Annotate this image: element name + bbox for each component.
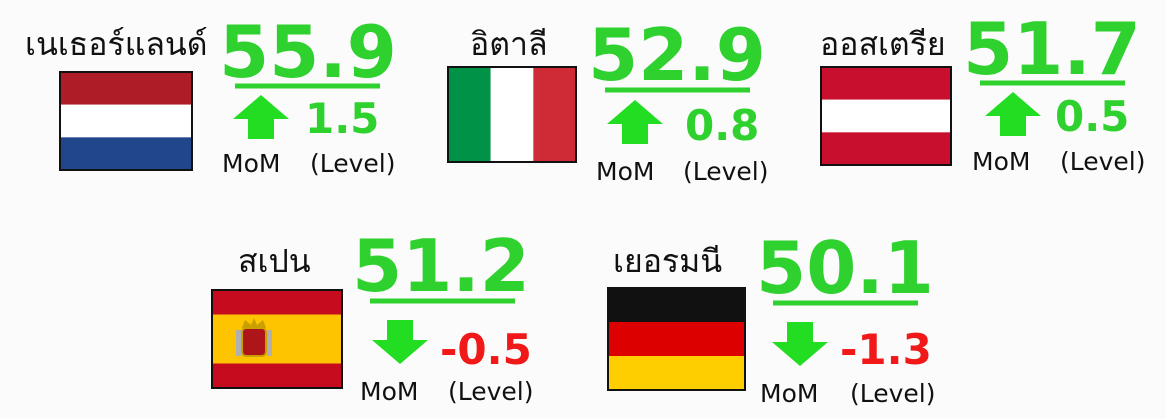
change-value: 1.5: [305, 94, 379, 143]
flag-border: [59, 71, 193, 171]
flag-border: [211, 289, 343, 389]
flag-stripe: [212, 314, 342, 364]
country-name: อิตาลี: [470, 25, 548, 63]
change-unit: (Level): [683, 157, 769, 186]
change-label: MoM: [222, 149, 280, 178]
arrow-down: [772, 322, 828, 366]
flag-stripe: [608, 322, 745, 356]
flag: [211, 289, 343, 389]
coat-of-arms: [241, 327, 267, 357]
country-card: เนเธอร์แลนด์ 55.91.5 MoM (Level): [25, 10, 397, 178]
flag-border: [820, 66, 952, 166]
flag-stripe: [608, 288, 745, 322]
country-card: เยอรมนี 50.1 -1.3 MoM (Level): [607, 226, 936, 408]
arrow-up: [233, 95, 289, 139]
change-label: MoM: [596, 157, 654, 186]
change-unit: (Level): [448, 377, 534, 406]
flag: [820, 66, 952, 166]
coat-pillar: [236, 330, 241, 356]
change-unit: (Level): [850, 379, 936, 408]
flag-stripe: [60, 72, 192, 105]
flag-stripe: [533, 67, 576, 162]
arrow-down: [372, 320, 428, 364]
flag-border: [607, 287, 746, 391]
flag-stripe: [60, 137, 192, 170]
change-label: MoM: [972, 147, 1030, 176]
country-card: อิตาลี 52.90.8 MoM (Level): [447, 13, 769, 186]
index-value: 52.9: [588, 13, 766, 97]
flag-stripe: [490, 67, 534, 162]
country-card: ออสเตรีย 51.70.5 MoM (Level): [820, 7, 1146, 176]
country-name: สเปน: [238, 242, 311, 280]
change-value: -1.3: [840, 325, 932, 374]
index-value: 51.7: [963, 7, 1141, 91]
flag-border: [447, 66, 577, 163]
change-unit: (Level): [310, 149, 396, 178]
flag: [447, 66, 577, 163]
flag-stripe: [821, 132, 951, 165]
flag: [607, 287, 746, 391]
country-name: เยอรมนี: [613, 242, 722, 280]
coat-pillar: [267, 330, 272, 356]
flag-stripe: [448, 67, 491, 162]
arrow-up: [985, 92, 1041, 136]
change-label: MoM: [360, 377, 418, 406]
flag-stripe: [821, 67, 951, 100]
country-card: สเปน 51.2 -0.5 MoM (Level): [211, 224, 534, 406]
change-value: 0.8: [685, 101, 759, 150]
flag-stripe: [60, 104, 192, 138]
country-name: ออสเตรีย: [820, 25, 946, 63]
flag-stripe: [608, 356, 745, 390]
change-unit: (Level): [1060, 147, 1146, 176]
change-label: MoM: [760, 379, 818, 408]
index-value: 55.9: [219, 10, 397, 94]
index-value: 51.2: [352, 224, 530, 308]
index-value: 50.1: [756, 226, 934, 310]
coat-crown: [242, 318, 266, 328]
country-name: เนเธอร์แลนด์: [25, 25, 208, 63]
change-value: -0.5: [440, 325, 532, 374]
flag: [59, 71, 193, 171]
change-value: 0.5: [1055, 92, 1129, 141]
arrow-up: [607, 100, 663, 144]
flag-stripe: [821, 99, 951, 133]
